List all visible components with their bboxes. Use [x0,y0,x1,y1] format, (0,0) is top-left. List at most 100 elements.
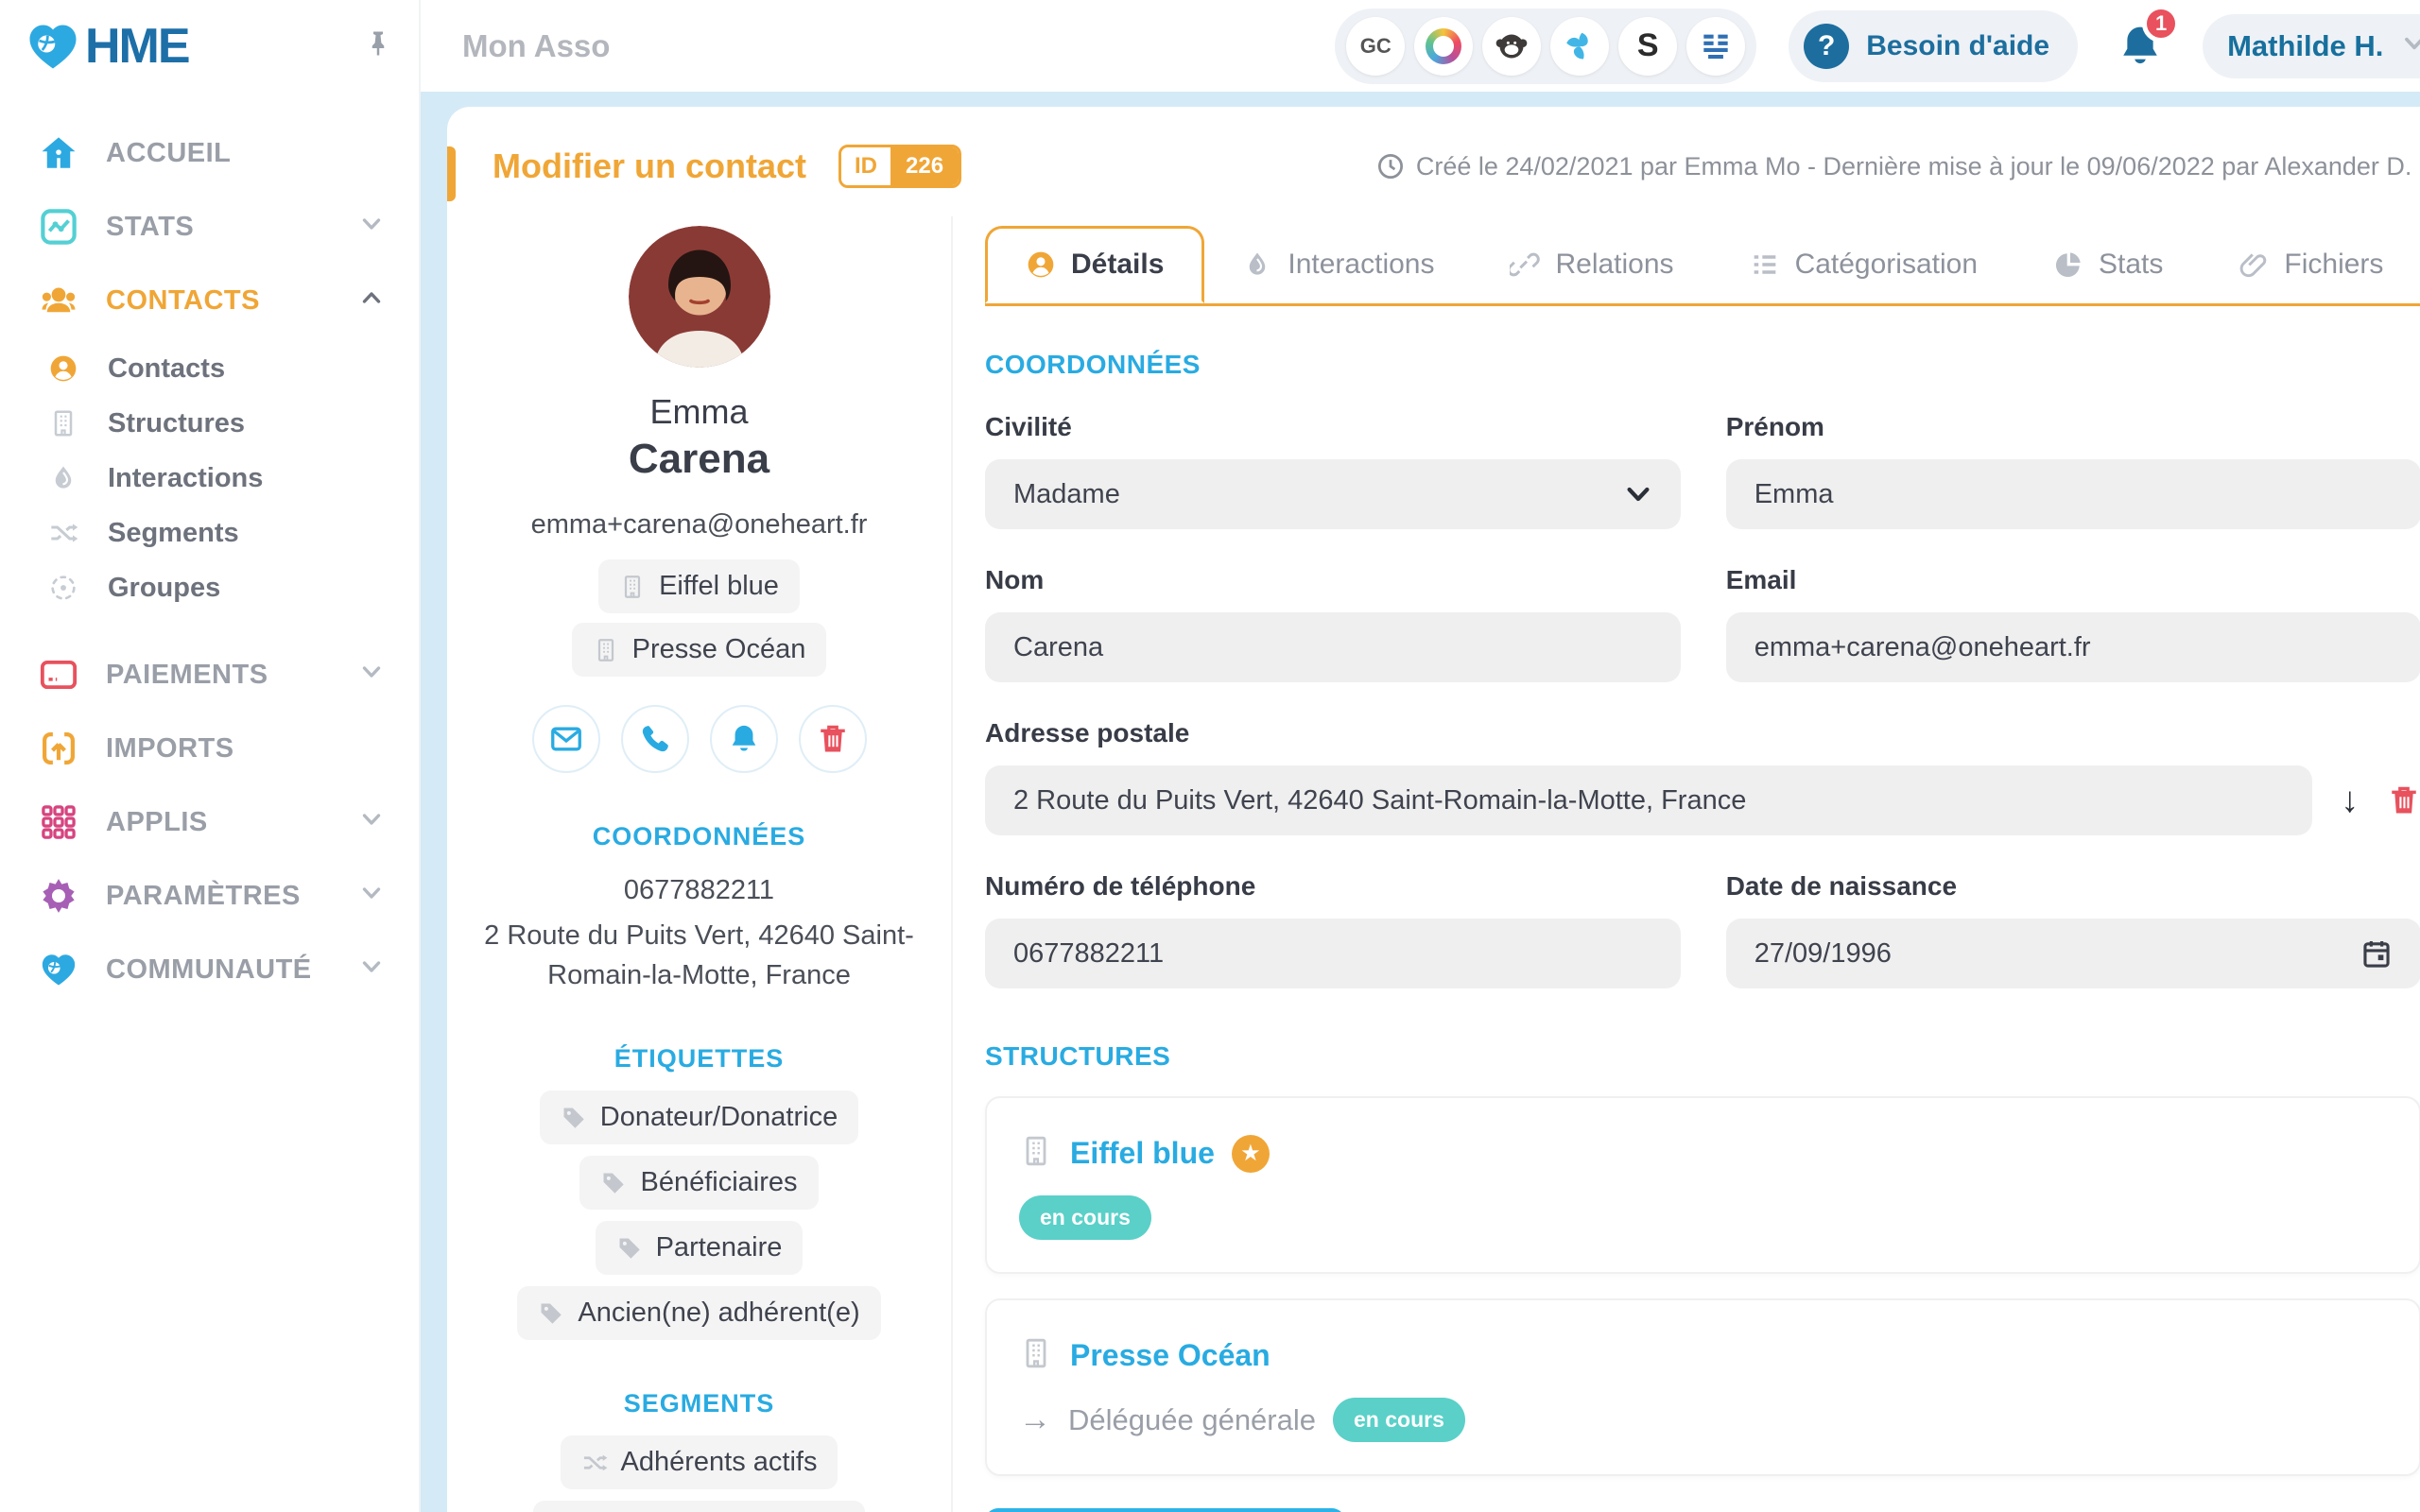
page-title: Modifier un contact [493,146,806,185]
section-title: ÉTIQUETTES [614,1044,785,1074]
sidebar-item-imports[interactable]: IMPORTS [0,712,419,785]
structure-role: Déléguée générale [1068,1402,1316,1436]
adresse-input[interactable]: 2 Route du Puits Vert, 42640 Saint-Romai… [985,765,2313,835]
user-menu[interactable]: Mathilde H. [2203,13,2420,78]
ohme-logo[interactable]: HME [23,18,191,75]
pin-icon[interactable] [364,27,392,64]
telephone-input[interactable]: 0677882211 [985,919,1681,988]
reminder-button[interactable] [709,705,778,773]
tab-details[interactable]: Détails [985,226,1205,303]
tag-chip[interactable]: Donateur/Donatrice [539,1091,859,1145]
tab-label: Stats [2099,249,2164,280]
stripe-icon[interactable]: S [1618,16,1678,76]
segment-chip[interactable]: Adhérents actifs [560,1435,838,1490]
tab-categorisation[interactable]: Catégorisation [1712,226,2015,303]
address-delete-button[interactable] [2387,783,2420,817]
help-button[interactable]: ? Besoin d'aide [1789,9,2079,82]
segment-chip[interactable]: Contacts entreprises [532,1501,866,1512]
submenu-item-contacts[interactable]: Contacts [0,341,419,396]
status-badge: en cours [1333,1398,1465,1442]
submenu-item-label: Contacts [108,352,226,384]
stats-icon [38,206,79,248]
structure-chip[interactable]: Eiffel blue [598,559,800,613]
naissance-input[interactable]: 27/09/1996 [1725,919,2420,988]
address-expand-button[interactable]: ↓ [2341,780,2360,820]
tag-chip[interactable]: Bénéficiaires [579,1156,819,1211]
chevron-down-icon [360,212,383,243]
civilite-select[interactable]: Madame [985,459,1681,529]
sidebar-item-contacts[interactable]: CONTACTS [0,264,419,337]
delete-contact-button[interactable] [798,705,867,773]
heart-globe-icon [38,949,79,990]
sidebar-item-accueil[interactable]: ACCUEIL [0,116,419,190]
sidebar-item-label: CONTACTS [106,284,260,316]
notifications-button[interactable]: 1 [2110,4,2181,77]
tag-chip[interactable]: Ancien(ne) adhérent(e) [517,1286,881,1341]
tab-label: Catégorisation [1794,249,1979,280]
contact-first-name: Emma [649,392,749,431]
helloasso-icon[interactable] [1414,16,1474,76]
sidebar-item-paiements[interactable]: PAIEMENTS [0,638,419,712]
sidebar-item-stats[interactable]: STATS [0,190,419,264]
tab-relations[interactable]: Relations [1472,226,1711,303]
gocardless-icon[interactable]: GC [1346,16,1406,76]
notification-badge: 1 [2142,4,2181,43]
field-label: Numéro de téléphone [985,871,1256,901]
submenu-item-segments[interactable]: Segments [0,506,419,560]
field-label: Date de naissance [1725,871,1958,901]
contacts-submenu: Contacts Structures Interactions Segment… [0,337,419,625]
email-input[interactable]: emma+carena@oneheart.fr [1725,612,2420,682]
paperclip-icon [2238,249,2269,280]
wenabi-icon[interactable] [1686,16,1746,76]
field-prenom: Prénom Emma [1725,412,2420,529]
tag-label: Ancien(ne) adhérent(e) [578,1297,860,1329]
submenu-item-structures[interactable]: Structures [0,396,419,451]
structure-chip[interactable]: Presse Océan [571,623,827,677]
link-icon [1510,249,1540,280]
id-label: ID [841,147,890,185]
sidebar-item-label: PAIEMENTS [106,659,268,690]
sendinblue-icon[interactable] [1550,16,1610,76]
building-icon [47,407,79,439]
sidebar-item-applis[interactable]: APPLIS [0,785,419,859]
chevron-down-icon [1624,480,1652,508]
tag-label: Bénéficiaires [640,1167,798,1198]
sidebar-item-parametres[interactable]: PARAMÈTRES [0,859,419,933]
credit-card-icon [38,654,79,696]
form-section-title: COORDONNÉES [985,350,1201,379]
mail-icon [549,722,583,756]
users-icon [38,280,79,321]
tab-label: Détails [1071,249,1165,280]
field-label: Email [1725,565,1797,594]
structure-chip-label: Eiffel blue [659,571,779,601]
submenu-item-interactions[interactable]: Interactions [0,451,419,506]
contact-detail-area: Détails Interactions Relations [953,216,2420,1512]
sidebar-item-label: STATS [106,211,195,242]
tab-stats[interactable]: Stats [2015,226,2201,303]
field-civilite: Civilité Madame [985,412,1681,529]
help-label: Besoin d'aide [1866,29,2050,61]
field-label: Civilité [985,412,1072,441]
tab-interactions[interactable]: Interactions [1204,226,1472,303]
mailchimp-icon[interactable] [1482,16,1542,76]
civilite-value: Madame [1013,478,1120,509]
structure-card: Eiffel blue ★ en cours [985,1096,2420,1274]
sidebar-item-communaute[interactable]: COMMUNAUTÉ [0,933,419,1006]
dotted-circle-icon [47,572,79,604]
call-button[interactable] [620,705,689,773]
submenu-item-groupes[interactable]: Groupes [0,560,419,615]
structure-link[interactable]: Presse Océan [1070,1338,1270,1372]
send-email-button[interactable] [531,705,600,773]
chevron-down-icon [360,660,383,691]
tag-icon [561,1105,587,1131]
nom-input[interactable]: Carena [985,612,1681,682]
structures-section: STRUCTURES Eiffel blue ★ en cours [985,1041,2420,1512]
content-area: Modifier un contact ID 226 Créé le 24/02… [421,92,2420,1512]
add-structure-button[interactable]: Ajouter une structure [985,1508,1346,1512]
prenom-input[interactable]: Emma [1725,459,2420,529]
calendar-icon[interactable] [2360,937,2393,970]
tag-chip[interactable]: Partenaire [595,1221,804,1276]
field-label: Nom [985,565,1045,594]
structure-link[interactable]: Eiffel blue [1070,1136,1215,1170]
tab-fichiers[interactable]: Fichiers [2201,226,2420,303]
